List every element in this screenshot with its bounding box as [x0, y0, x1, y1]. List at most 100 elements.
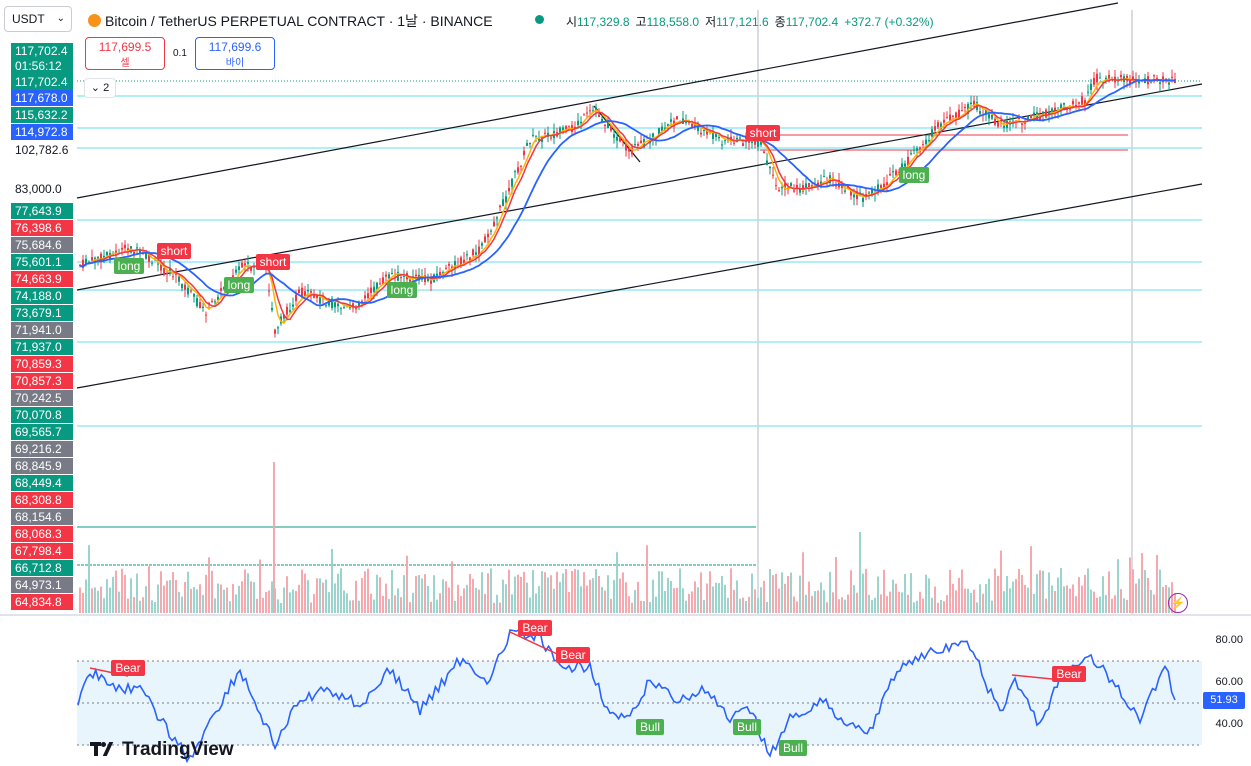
high-value: 118,558.0: [646, 15, 700, 29]
price-scale-label: 68,845.9: [11, 458, 73, 474]
price-scale-label: 69,216.2: [11, 441, 73, 457]
divergence-tag: Bear: [1052, 666, 1086, 682]
svg-text:Bull: Bull: [783, 741, 803, 755]
volume-bars: [79, 462, 1176, 613]
sell-label: 셀: [120, 58, 130, 69]
tradingview-text: TradingView: [122, 739, 234, 760]
divergence-tag: Bear: [111, 660, 145, 676]
svg-text:long: long: [118, 259, 141, 273]
svg-text:long: long: [228, 278, 251, 292]
open-key: 시: [566, 15, 578, 29]
price-scale-label: 01:56:12: [11, 58, 73, 74]
price-scale-label: 68,154.6: [11, 509, 73, 525]
close-key: 종: [774, 15, 786, 29]
sell-button[interactable]: 117,699.5 셀: [85, 37, 165, 70]
svg-text:Bear: Bear: [1056, 667, 1081, 681]
svg-text:long: long: [903, 168, 926, 182]
divergence-tag: Bull: [733, 719, 761, 735]
price-scale-label: 66,712.8: [11, 560, 73, 576]
price-scale-label: 75,684.6: [11, 237, 73, 253]
svg-text:Bull: Bull: [737, 720, 757, 734]
spread-value: 0.1: [173, 48, 187, 59]
price-scale-label: 73,679.1: [11, 305, 73, 321]
svg-text:short: short: [161, 244, 188, 258]
price-scale-label: 71,937.0: [11, 339, 73, 355]
price-scale-label: 68,449.4: [11, 475, 73, 491]
chevron-down-icon: ⌄: [90, 82, 101, 94]
bitcoin-logo-icon: [88, 14, 101, 27]
signal-tag: long: [387, 282, 417, 298]
price-scale-label: 70,070.8: [11, 407, 73, 423]
low-value: 117,121.6: [716, 15, 769, 29]
svg-text:Bear: Bear: [115, 661, 140, 675]
price-scale-label: 70,857.3: [11, 373, 73, 389]
signal-tag: short: [256, 254, 290, 270]
candles: [79, 68, 1176, 338]
price-scale-label: 117,702.4: [11, 43, 73, 59]
high-key: 고: [635, 15, 647, 29]
price-scale-label: 76,398.6: [11, 220, 73, 236]
tradingview-logo[interactable]: TradingView: [90, 739, 234, 761]
divergence-tag: Bull: [636, 719, 664, 735]
price-scale-label: 77,643.9: [11, 203, 73, 219]
price-scale-label: 64,834.8: [11, 594, 73, 610]
price-scale-label: 102,782.6: [15, 143, 69, 157]
price-scale-label: 68,068.3: [11, 526, 73, 542]
chart-header: USDT ⌄ Bitcoin / TetherUS PERPETUAL CONT…: [0, 0, 1251, 36]
ohlc-readout: 시117,329.8 고118,558.0 저117,121.6 종117,702.4…: [566, 13, 940, 30]
divergence-tag: Bull: [779, 740, 807, 756]
price-scale-label: 70,859.3: [11, 356, 73, 372]
price-scale-label: 74,663.9: [11, 271, 73, 287]
price-scale-label: 71,941.0: [11, 322, 73, 338]
change-value: +372.7 (+0.32%): [844, 15, 934, 29]
price-scale-label: 70,242.5: [11, 390, 73, 406]
symbol-title-text: Bitcoin / TetherUS PERPETUAL CONTRACT · …: [105, 13, 493, 29]
indicators-toggle-button[interactable]: ⌄ 2: [84, 78, 116, 98]
price-scale-label: 67,798.4: [11, 543, 73, 559]
quote-currency-label: USDT: [12, 12, 45, 26]
svg-text:short: short: [260, 255, 287, 269]
sell-price: 117,699.5: [98, 40, 152, 54]
signal-tag: long: [114, 258, 144, 274]
buy-label: 바이: [225, 58, 245, 69]
price-scale-label: 83,000.0: [15, 182, 62, 196]
svg-text:Bear: Bear: [560, 648, 585, 662]
open-value: 117,329.8: [577, 15, 630, 29]
signal-tag: short: [157, 243, 191, 259]
tradingview-mark-icon: [90, 742, 118, 756]
svg-text:long: long: [391, 283, 414, 297]
signal-tag: long: [899, 167, 929, 183]
price-scale-label: 74,188.0: [11, 288, 73, 304]
divergence-tag: Bear: [556, 647, 590, 663]
buy-price: 117,699.6: [208, 40, 262, 54]
rsi-axis-label: 80.00: [1215, 634, 1243, 646]
buy-button[interactable]: 117,699.6 바이: [195, 37, 275, 70]
price-scale-label: 68,308.8: [11, 492, 73, 508]
price-scale-label: 115,632.2: [11, 107, 73, 123]
rsi-current-value: 51.93: [1203, 692, 1245, 709]
price-scale-label: 75,601.1: [11, 254, 73, 270]
price-scale-label: 69,565.7: [11, 424, 73, 440]
quote-currency-select[interactable]: USDT ⌄: [4, 6, 72, 32]
chevron-down-icon: ⌄: [56, 13, 65, 24]
signal-tag: long: [224, 277, 254, 293]
price-scale-label: 114,972.8: [11, 124, 73, 140]
price-scale-label: 64,973.1: [11, 577, 73, 593]
rsi-axis-label: 40.00: [1215, 718, 1243, 730]
close-value: 117,702.4: [785, 15, 839, 29]
signal-tag: short: [746, 125, 780, 141]
svg-text:Bull: Bull: [640, 720, 660, 734]
price-scale-label: 117,678.0: [11, 90, 73, 106]
rsi-axis-label: 60.00: [1215, 676, 1243, 688]
market-status-icon[interactable]: [535, 15, 544, 24]
indicators-count: 2: [103, 82, 110, 94]
svg-text:Bear: Bear: [522, 621, 547, 635]
lightning-icon[interactable]: ⚡: [1168, 593, 1188, 613]
symbol-title[interactable]: Bitcoin / TetherUS PERPETUAL CONTRACT · …: [88, 11, 493, 31]
rsi-pane: [77, 627, 1202, 764]
price-scale-label: 117,702.4: [11, 74, 73, 90]
divergence-tag: Bear: [518, 620, 552, 636]
svg-text:short: short: [750, 126, 777, 140]
low-key: 저: [705, 15, 717, 29]
